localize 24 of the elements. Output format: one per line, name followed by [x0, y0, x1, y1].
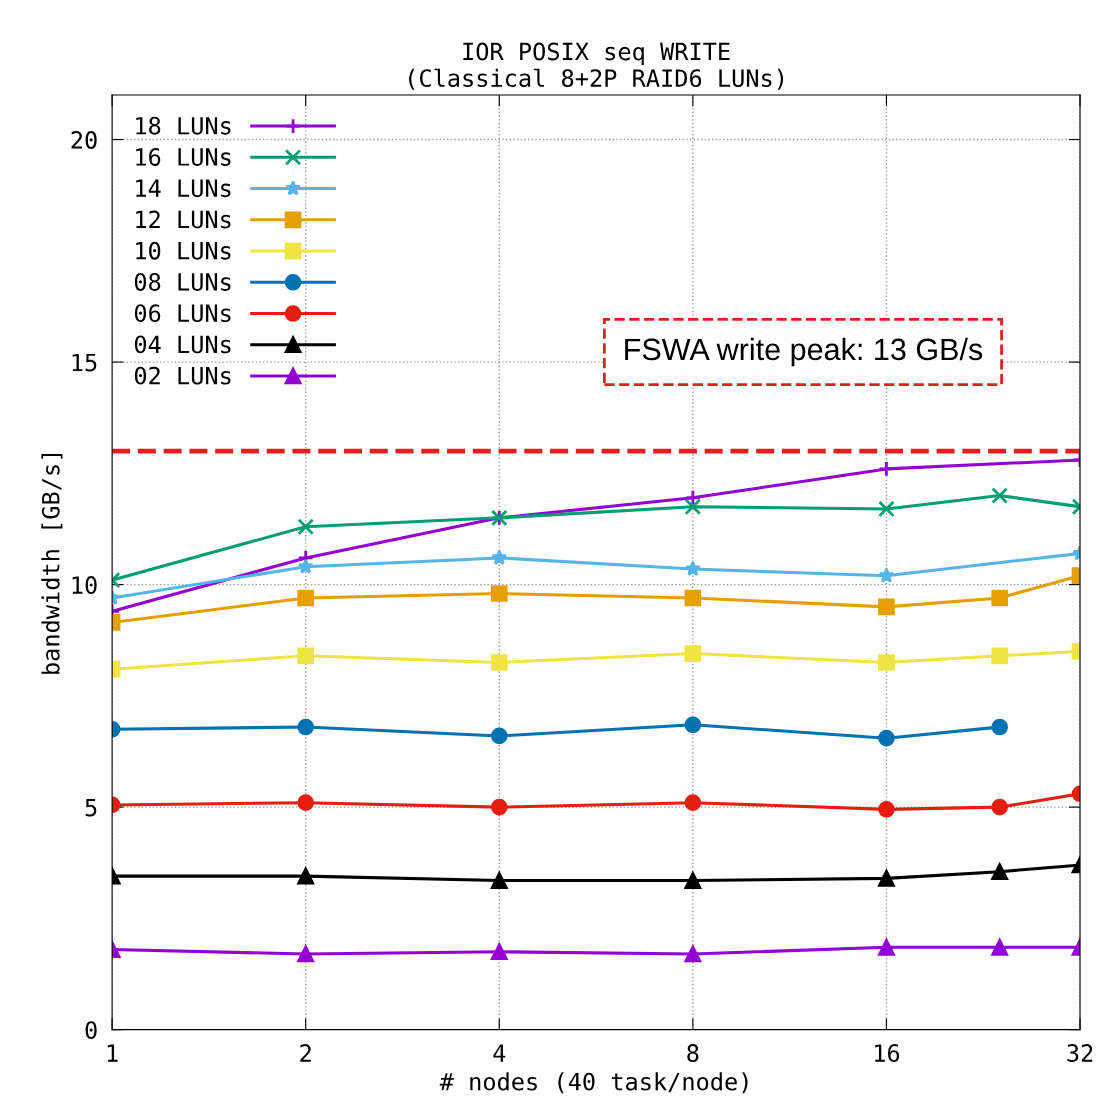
y-tick-label: 5	[85, 798, 97, 817]
y-tick-label: 10	[72, 576, 97, 594]
y-tick-label: 15	[72, 353, 97, 372]
x-tick-label: 16	[875, 1044, 900, 1062]
y-tick-label: 0	[85, 1021, 97, 1040]
annotation: FSWA write peak: 13 GB/s	[625, 337, 983, 367]
legend-label: 18 LUNs	[136, 116, 231, 135]
x-tick-label: 1	[107, 1044, 118, 1062]
legend-label: 10 LUNs	[136, 241, 231, 260]
legend-label: 04 LUNs	[134, 335, 231, 354]
legend-label: 16 LUNs	[136, 148, 231, 166]
x-tick-label: 8	[687, 1044, 699, 1062]
x-axis-title: # nodes (40 task/node)	[439, 1072, 748, 1094]
legend-label: 06 LUNs	[134, 304, 231, 323]
legend-label: 12 LUNs	[136, 210, 231, 229]
x-tick-label: 4	[493, 1044, 506, 1062]
legend-label: 14 LUNs	[136, 179, 231, 198]
x-tick-label: 2	[300, 1044, 311, 1062]
chart-title: IOR POSIX seq WRITE (Classical 8+2P RAID6 LUNs)	[409, 42, 784, 90]
x-tick-label: 32	[1067, 1044, 1093, 1062]
legend-label: 08 LUNs	[134, 273, 231, 291]
y-axis-title: bandwidth [GB/s]	[41, 453, 63, 674]
legend-label: 02 LUNs	[134, 366, 231, 385]
y-tick-label: 20	[71, 131, 97, 149]
